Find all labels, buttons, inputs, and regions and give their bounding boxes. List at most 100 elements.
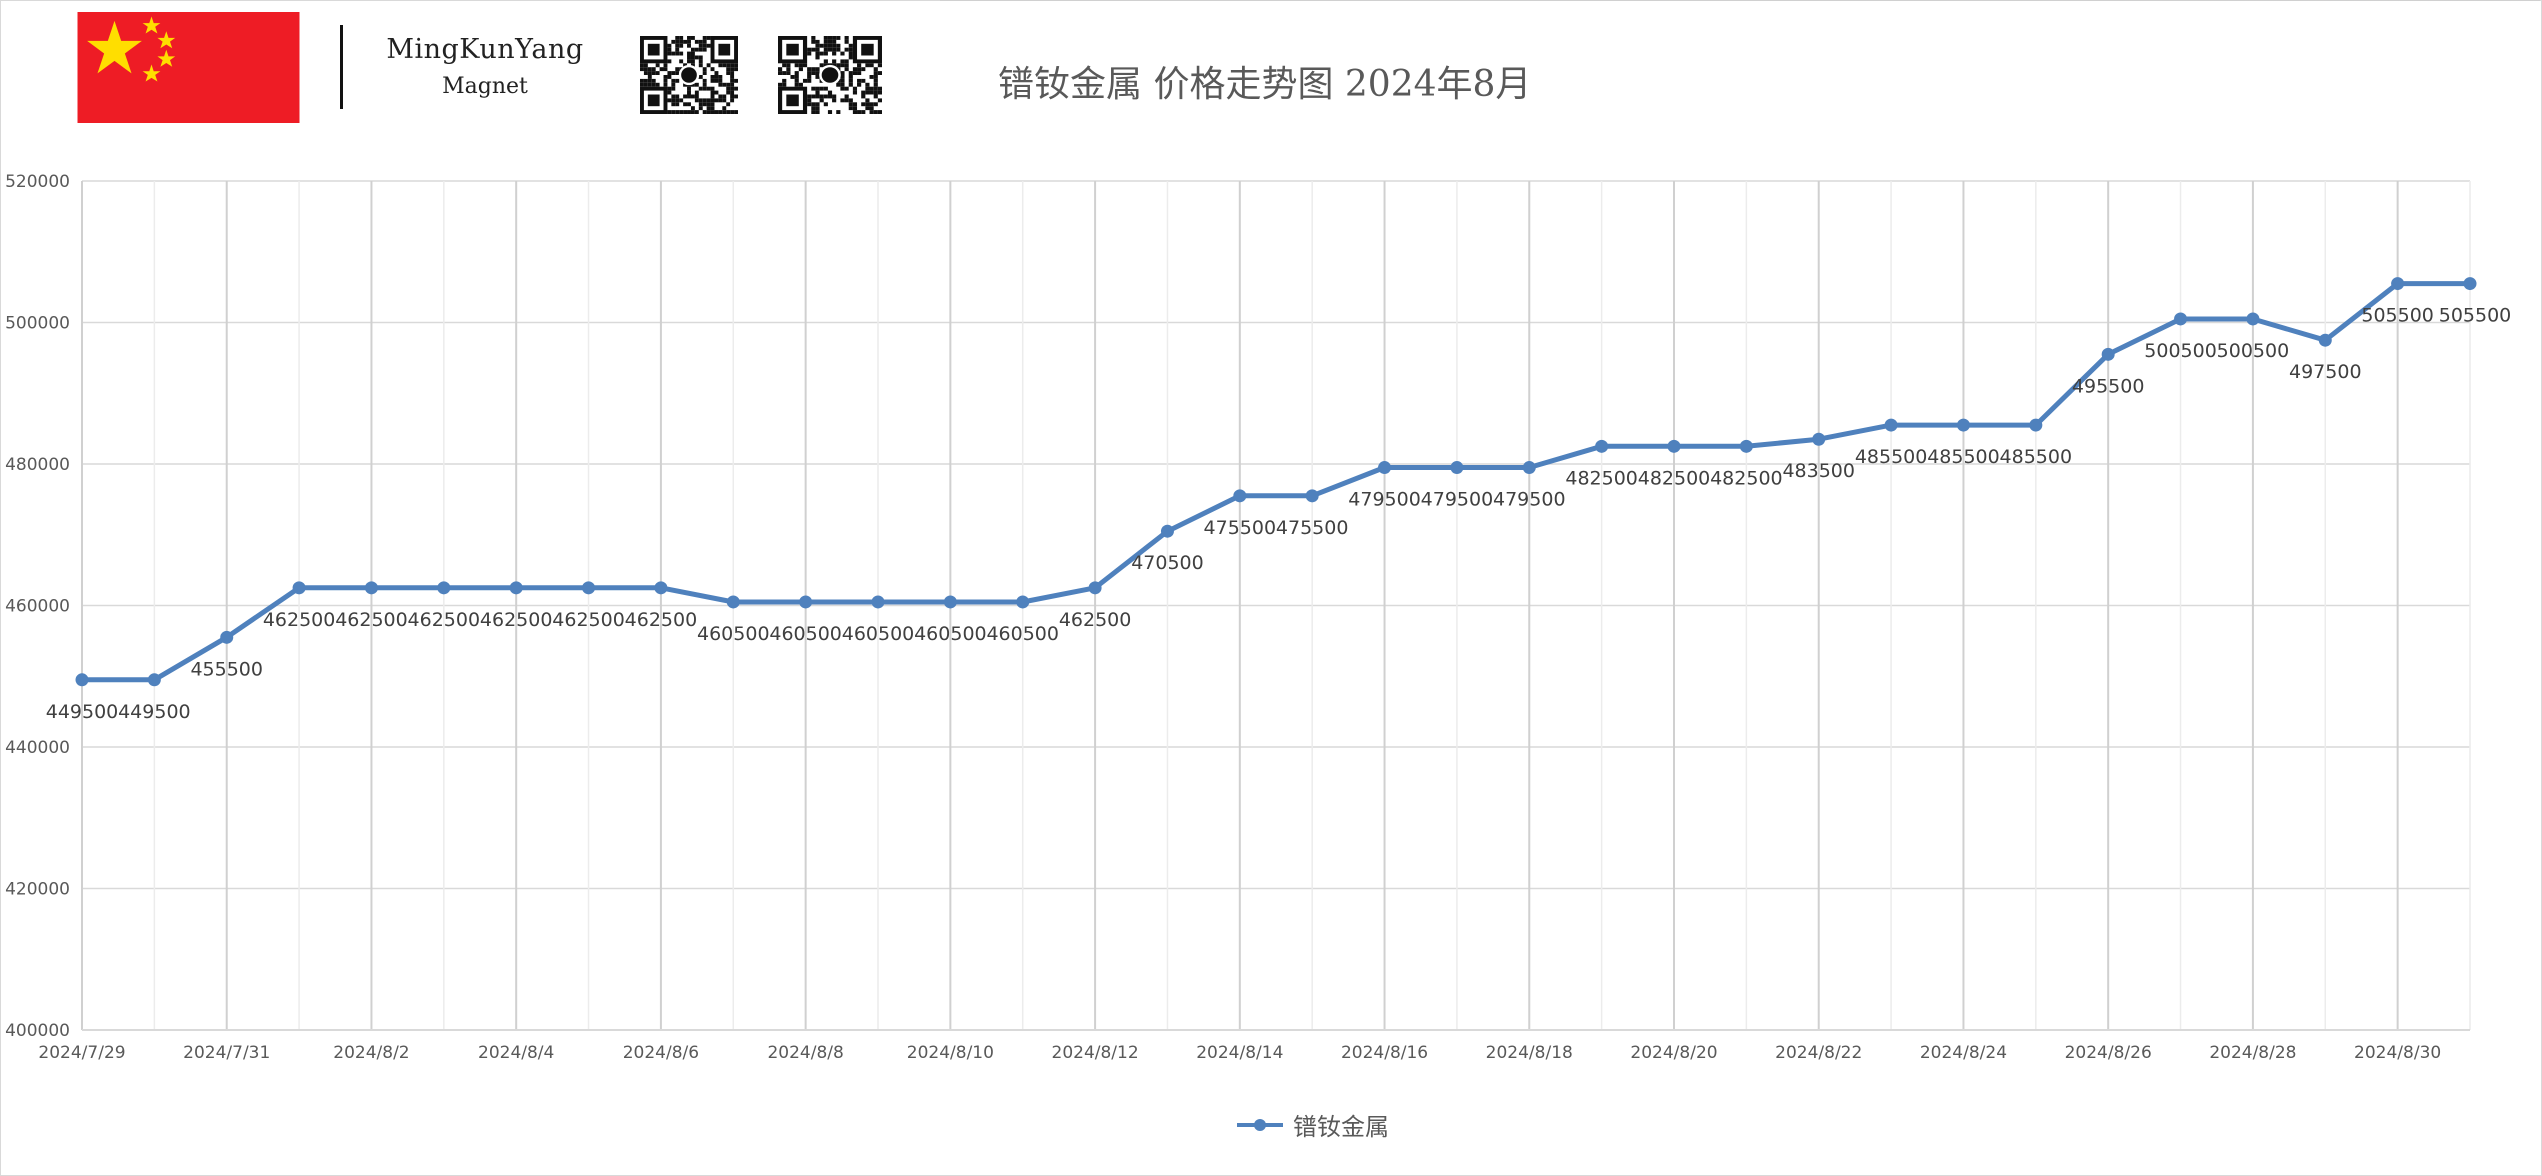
qr-module	[722, 63, 727, 68]
qr-module	[865, 102, 870, 107]
qr-module	[687, 43, 691, 48]
qr-module	[679, 36, 684, 40]
qr-module	[807, 75, 812, 79]
qr-module	[671, 86, 676, 91]
qr-module	[823, 102, 828, 107]
flag-stars	[87, 16, 176, 82]
qr-module	[840, 82, 845, 87]
qr-module	[782, 82, 787, 87]
whatsapp-qr-icon	[640, 36, 738, 114]
qr-module	[667, 98, 672, 103]
qr-module	[827, 94, 833, 99]
qr-module	[726, 71, 731, 75]
qr-module	[877, 86, 882, 91]
qr-module	[698, 39, 703, 44]
qr-module	[823, 43, 828, 48]
qr-module	[811, 86, 816, 91]
qr-module	[811, 102, 816, 107]
qr-module	[722, 98, 727, 103]
qr-module	[815, 55, 820, 60]
qr-module	[730, 90, 735, 95]
qr-module	[844, 47, 849, 52]
data-label: 460500	[769, 623, 842, 645]
flag-small-star	[157, 31, 176, 49]
qr-module	[840, 71, 845, 75]
qr-module	[667, 47, 672, 52]
qr-module	[836, 43, 841, 48]
qr-module	[815, 110, 820, 114]
qr-module	[734, 110, 738, 114]
qr-module	[679, 110, 684, 114]
qr-module	[865, 98, 870, 103]
qr-module	[710, 94, 715, 99]
qr-module	[823, 39, 828, 44]
axes: 400000 420000 440000 460000 480000 500000 5200…	[5, 172, 2470, 1063]
y-tick-label: 400000	[5, 1021, 70, 1041]
qr-module	[640, 67, 644, 72]
qr-module	[683, 39, 688, 44]
qr-module	[873, 110, 878, 114]
qr-module	[671, 78, 676, 83]
qr-module	[694, 55, 699, 60]
data-point	[1305, 489, 1319, 503]
data-point	[1956, 418, 1970, 432]
qr-module	[815, 75, 820, 79]
x-tick-label: 2024/8/16	[1341, 1043, 1428, 1063]
qr-module	[643, 71, 648, 75]
qr-module	[694, 110, 699, 114]
qr-module	[815, 71, 820, 75]
qr-module	[819, 43, 824, 48]
qr-module	[690, 55, 695, 60]
x-tick-label: 2024/8/8	[767, 1043, 843, 1063]
qr-module	[694, 47, 699, 52]
qr-module	[675, 43, 680, 48]
qr-module	[718, 110, 723, 114]
qr-module	[694, 94, 699, 99]
series-points	[75, 277, 2477, 687]
qr-module	[706, 36, 711, 40]
qr-module	[807, 71, 812, 75]
y-tick-label: 520000	[5, 172, 70, 192]
data-point	[1667, 439, 1681, 453]
data-point	[75, 673, 89, 687]
qr-module	[734, 67, 738, 72]
chart-title: 镨钕金属 价格走势图 2024年8月	[998, 64, 1532, 105]
qr-module	[655, 82, 660, 87]
data-label: 449500	[46, 701, 119, 723]
qr-module	[815, 90, 820, 95]
qr-module	[722, 94, 727, 99]
qr-module	[844, 98, 849, 103]
qr-module	[655, 63, 660, 68]
qr-module	[667, 51, 672, 56]
data-label: 485500	[1927, 446, 2000, 468]
y-tick-label: 420000	[5, 880, 70, 900]
qr-module	[667, 90, 672, 95]
qr-module	[794, 75, 799, 79]
qr-module	[730, 110, 735, 114]
qr-module	[844, 36, 849, 40]
qr-module	[687, 51, 691, 56]
qr-module	[852, 102, 858, 107]
whatsapp-logo-icon	[681, 67, 697, 83]
qr-module	[675, 39, 680, 44]
data-label: 462500	[408, 609, 481, 631]
qr-module	[786, 71, 791, 75]
qr-module	[811, 106, 816, 111]
qr-module	[836, 36, 841, 40]
qr-module	[706, 86, 711, 91]
qr-module	[675, 102, 680, 107]
qr-module	[730, 67, 735, 72]
qr-module	[811, 47, 816, 52]
qr-module	[877, 110, 882, 114]
qr-module	[698, 59, 703, 64]
qr-module	[873, 102, 878, 107]
qr-module	[675, 78, 680, 83]
qr-module	[852, 71, 858, 75]
qr-module	[702, 47, 707, 52]
qr-module	[873, 86, 878, 91]
qr-module	[840, 86, 845, 91]
qr-module	[690, 63, 695, 68]
qr-module	[726, 90, 731, 95]
qr-finder-center	[786, 94, 799, 107]
